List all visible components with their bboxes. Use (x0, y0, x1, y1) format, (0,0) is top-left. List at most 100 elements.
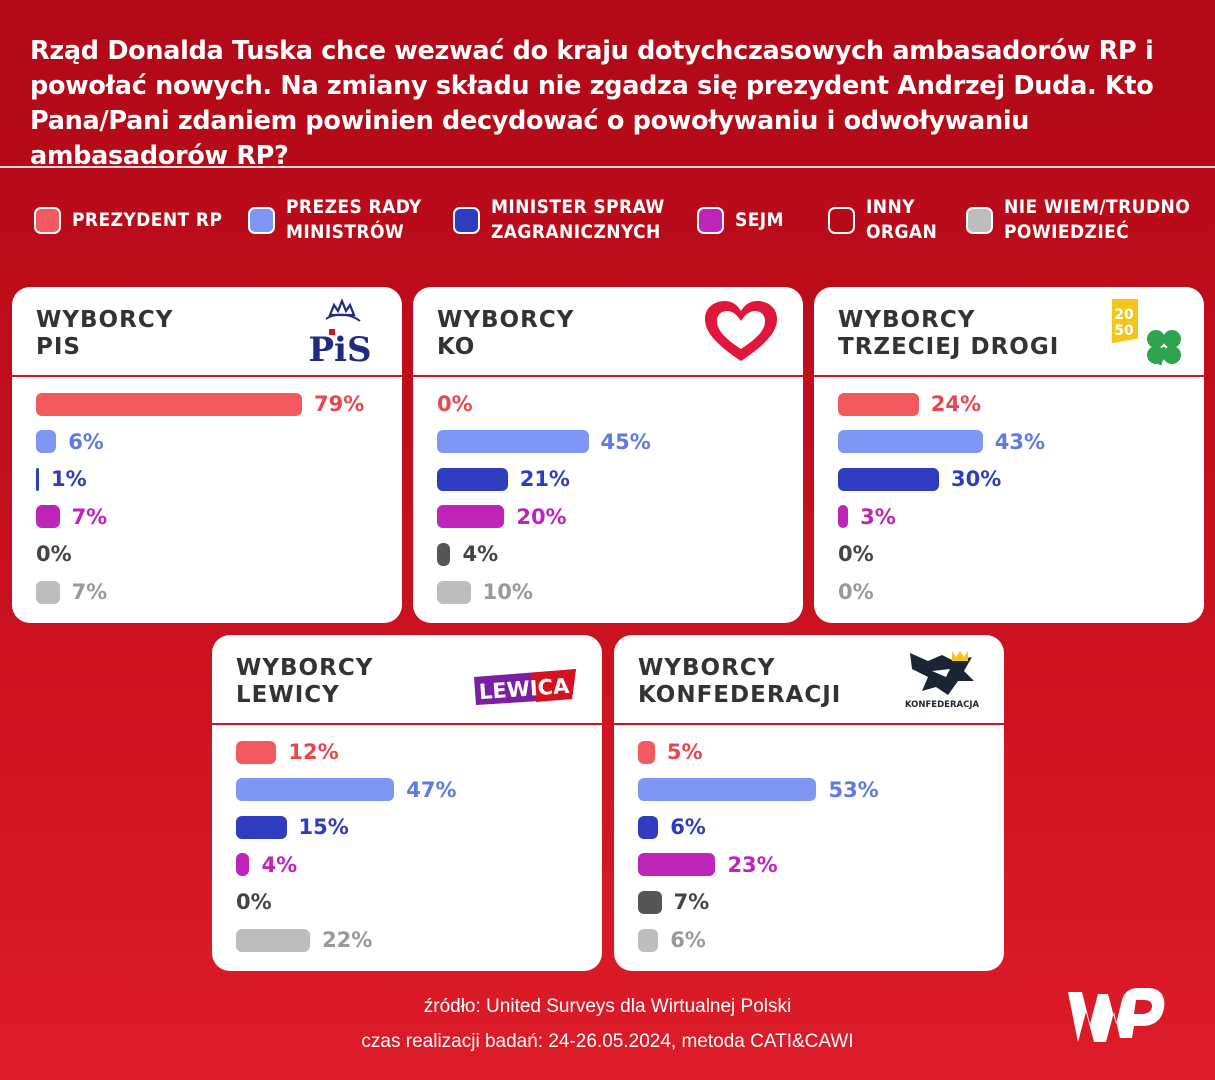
card-header: WYBORCY KONFEDERACJI KONFEDERACJA (614, 635, 1004, 725)
bar-row: 43% (838, 423, 1188, 461)
value-label: 7% (71, 504, 108, 529)
chart-card: WYBORCY TRZECIEJ DROGI 20 50 24% 43% 30% 3% 0% 0… (814, 287, 1204, 623)
card-header: WYBORCY TRZECIEJ DROGI 20 50 (814, 287, 1204, 377)
value-label: 0% (236, 890, 272, 915)
legend-swatch (248, 206, 275, 234)
legend-label: MINISTER SPRAW ZAGRANICZNYCH (491, 196, 665, 243)
source-note: źródło: United Surveys dla Wirtualnej Po… (423, 996, 792, 1017)
bar (838, 392, 919, 416)
bar-row: 1% (36, 460, 386, 498)
legend-label: PREZYDENT RP (72, 208, 223, 231)
value-label: 4% (261, 852, 298, 877)
method-note: czas realizacji badań: 24-26.05.2024, me… (361, 1031, 854, 1052)
value-label: 0% (437, 392, 473, 416)
legend-label: INNY ORGAN (866, 196, 938, 243)
bar-row: 7% (36, 498, 386, 536)
bar-row: 6% (638, 808, 988, 846)
value-label: 21% (519, 467, 570, 492)
bar (36, 392, 302, 416)
value-label: 53% (828, 777, 879, 802)
bar (437, 505, 505, 529)
bar (36, 430, 57, 454)
bar (437, 467, 508, 491)
chart-card: WYBORCY KONFEDERACJI KONFEDERACJA 5% 53% 6% 2… (614, 635, 1004, 971)
legend: PREZYDENT RP PREZES RADY MINISTRÓW MINISTE… (0, 192, 1215, 248)
bar (838, 430, 983, 454)
bar (638, 890, 662, 914)
svg-text:PiS: PiS (308, 330, 371, 367)
legend-item: MINISTER SPRAW ZAGRANICZNYCH (453, 192, 665, 248)
value-label: 45% (600, 429, 651, 454)
value-label: 0% (838, 580, 874, 604)
svg-text:KONFEDERACJA: KONFEDERACJA (905, 700, 980, 710)
bar (236, 740, 277, 764)
value-label: 6% (68, 429, 104, 454)
value-label: 4% (462, 542, 499, 567)
card-title: WYBORCY PIS (36, 307, 174, 360)
value-label: 1% (51, 467, 87, 492)
value-label: 12% (288, 740, 339, 764)
card-header: WYBORCY LEWICY LEWICA (212, 635, 602, 725)
bar (638, 740, 655, 764)
konfederacja-logo: KONFEDERACJA (902, 647, 982, 715)
legend-item: PREZES RADY MINISTRÓW (248, 192, 422, 248)
bar (36, 580, 60, 604)
bar (236, 853, 250, 877)
bar (36, 467, 39, 491)
card-header: WYBORCY KO (413, 287, 803, 377)
bar-row: 20% (437, 498, 787, 536)
bar-row: 7% (36, 573, 386, 611)
legend-item: SEJM (697, 192, 784, 248)
value-label: 47% (406, 777, 457, 802)
bar-row: 23% (638, 846, 988, 884)
bar-row: 79% (36, 385, 386, 423)
bar-row: 45% (437, 423, 787, 461)
legend-swatch (966, 206, 993, 234)
ko-heart-logo (701, 299, 781, 367)
bar (437, 430, 589, 454)
bar-row: 7% (638, 883, 988, 921)
svg-text:20: 20 (1114, 307, 1134, 323)
value-label: 30% (951, 467, 1002, 492)
bar-row: 24% (838, 385, 1188, 423)
bar-row: 0% (236, 883, 586, 921)
bar (437, 542, 451, 566)
value-label: 7% (673, 890, 710, 915)
value-label: 0% (36, 542, 72, 567)
bar (236, 815, 287, 839)
header-divider (0, 166, 1215, 168)
bar-row: 0% (838, 573, 1188, 611)
svg-text:50: 50 (1114, 323, 1134, 339)
pis-logo: PiS (300, 298, 380, 370)
bar-row: 5% (638, 733, 988, 771)
bar (236, 928, 311, 952)
legend-item: INNY ORGAN (828, 192, 937, 248)
legend-label: NIE WIEM/TRUDNO POWIEDZIEĆ (1004, 196, 1191, 243)
legend-swatch (697, 206, 724, 234)
legend-label: PREZES RADY MINISTRÓW (286, 196, 422, 243)
legend-label: SEJM (735, 208, 784, 231)
value-label: 6% (670, 815, 706, 840)
value-label: 23% (727, 852, 778, 877)
bar-row: 0% (437, 385, 787, 423)
bar (638, 928, 659, 952)
wp-logo (1062, 982, 1166, 1048)
bar-row: 30% (838, 460, 1188, 498)
bar (437, 580, 471, 604)
bar-row: 3% (838, 498, 1188, 536)
bar-row: 12% (236, 733, 586, 771)
bar-row: 10% (437, 573, 787, 611)
value-label: 20% (516, 504, 567, 529)
trzecia-droga-logo: 20 50 (1102, 294, 1182, 367)
card-header: WYBORCY PIS PiS (12, 287, 402, 377)
chart-card: WYBORCY PIS PiS 79% 6% 1% 7% 0% 7% (12, 287, 402, 623)
bar (638, 815, 659, 839)
bar-row: 22% (236, 921, 586, 959)
value-label: 3% (860, 504, 896, 529)
value-label: 6% (670, 928, 706, 952)
bar-row: 4% (236, 846, 586, 884)
bar-row: 0% (838, 535, 1188, 573)
bar (638, 778, 817, 802)
bar-row: 4% (437, 535, 787, 573)
value-label: 43% (994, 429, 1046, 454)
